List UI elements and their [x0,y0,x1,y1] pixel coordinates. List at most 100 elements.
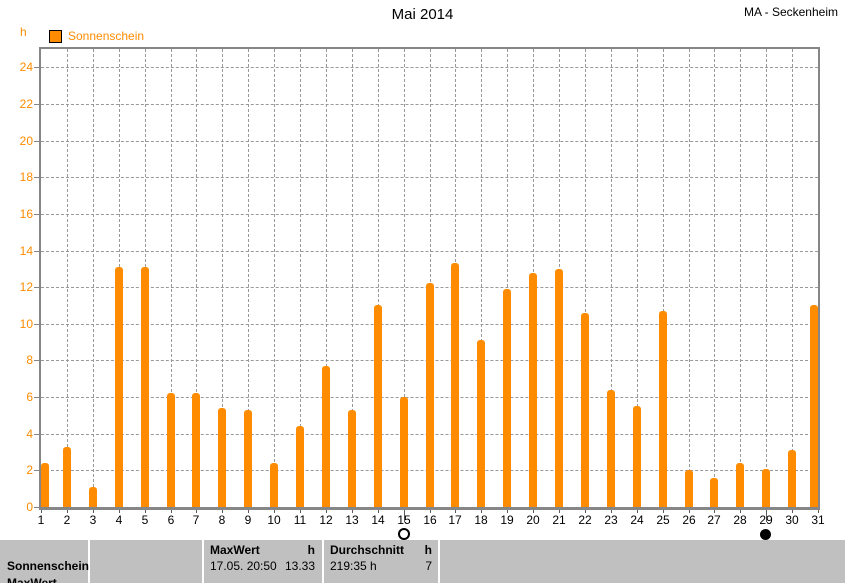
vertical-gridline [171,49,172,507]
x-axis-tick [119,510,120,513]
y-axis-tick [34,324,39,325]
x-axis-tick [404,510,405,522]
x-tick-label: 31 [811,513,825,527]
x-tick-label: 26 [682,513,696,527]
x-axis-tick [637,510,638,513]
y-tick-label: 2 [26,463,33,477]
x-axis-tick [352,510,353,513]
vertical-gridline [326,49,327,507]
x-tick-label: 20 [526,513,540,527]
y-tick-label: 22 [19,97,33,111]
bar-day-4[interactable] [115,267,123,507]
bar-day-27[interactable] [710,478,718,507]
x-tick-label: 6 [167,513,175,527]
durchschnitt-unit-header: h [424,543,432,557]
x-tick-label: 11 [293,513,307,527]
y-axis-tick [34,251,39,252]
y-axis-tick [34,287,39,288]
bar-day-21[interactable] [555,269,563,507]
x-axis-tick [196,510,197,513]
bar-day-25[interactable] [659,311,667,507]
x-axis-tick [689,510,690,513]
bar-day-14[interactable] [374,305,382,507]
info-clipped-row-label: MaxWert [7,576,57,583]
x-axis-tick [507,510,508,513]
x-tick-label: 2 [63,513,71,527]
bar-day-5[interactable] [141,267,149,507]
bar-day-3[interactable] [89,487,97,507]
bar-day-13[interactable] [348,410,356,507]
y-axis-tick [34,397,39,398]
vertical-gridline [378,49,379,507]
bar-day-29[interactable] [762,469,770,507]
x-axis-tick [274,510,275,513]
y-axis-tick [34,67,39,68]
vertical-gridline [248,49,249,507]
x-axis-tick [740,510,741,513]
y-axis-tick [34,141,39,142]
info-bar-divider [322,540,324,583]
bar-day-26[interactable] [685,470,693,507]
bar-day-22[interactable] [581,313,589,507]
x-axis-tick [326,510,327,513]
durchschnitt-value: 7 [425,559,432,573]
maxwert-datetime: 17.05. 20:50 [210,559,277,573]
vertical-gridline [507,49,508,507]
x-tick-label: 19 [500,513,514,527]
bar-day-8[interactable] [218,408,226,507]
y-axis-unit-label: h [20,25,27,39]
x-tick-label: 16 [423,513,437,527]
bar-day-20[interactable] [529,273,537,507]
bar-day-7[interactable] [192,393,200,507]
vertical-gridline [93,49,94,507]
x-tick-label: 1 [37,513,45,527]
x-tick-label: 5 [141,513,149,527]
bar-day-11[interactable] [296,426,304,507]
legend-label: Sonnenschein [68,29,145,43]
x-axis-tick [611,510,612,513]
vertical-gridline [352,49,353,507]
y-tick-label: 24 [19,60,33,74]
y-tick-label: 10 [19,317,33,331]
bar-day-19[interactable] [503,289,511,507]
horizontal-gridline [41,67,818,68]
station-label: MA - Seckenheim [743,5,838,19]
bar-day-31[interactable] [810,305,818,507]
x-tick-label: 22 [578,513,592,527]
legend[interactable]: Sonnenschein [49,29,144,43]
bar-day-28[interactable] [736,463,744,507]
bar-day-10[interactable] [270,463,278,507]
new-moon-icon [760,529,771,540]
y-axis-tick [34,470,39,471]
bar-day-16[interactable] [426,283,434,507]
maxwert-unit-header: h [307,543,315,557]
y-tick-label: 12 [19,280,33,294]
bar-day-30[interactable] [788,450,796,507]
x-axis-tick [300,510,301,513]
x-tick-label: 28 [733,513,747,527]
x-axis-tick [766,510,767,522]
bar-day-12[interactable] [322,366,330,507]
vertical-gridline [222,49,223,507]
x-tick-label: 8 [218,513,226,527]
bar-day-23[interactable] [607,390,615,507]
x-axis-tick [818,510,819,513]
bar-day-15[interactable] [400,397,408,507]
vertical-gridline [67,49,68,507]
bar-day-18[interactable] [477,340,485,507]
bar-day-6[interactable] [167,393,175,507]
y-tick-label: 6 [26,390,33,404]
x-axis-tick [663,510,664,513]
bar-day-9[interactable] [244,410,252,507]
bar-day-24[interactable] [633,406,641,507]
bar-day-2[interactable] [63,447,71,507]
full-moon-icon [398,528,410,540]
info-series-label: Sonnenschein [7,559,90,573]
x-tick-label: 15 [397,513,411,527]
x-tick-label: 18 [474,513,488,527]
info-bar-divider [438,540,440,583]
maxwert-value: 13.33 [284,559,315,573]
info-bar-divider [202,540,204,583]
bar-day-1[interactable] [41,463,49,507]
bar-day-17[interactable] [451,263,459,507]
